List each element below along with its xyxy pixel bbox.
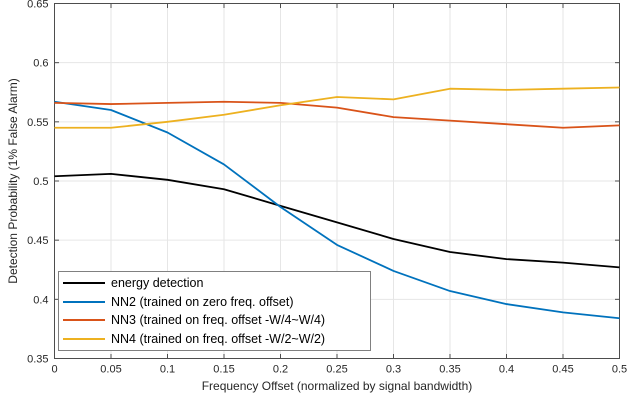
legend-line-swatch (63, 319, 105, 322)
legend-line-swatch (63, 282, 105, 285)
x-tick-label: 0.5 (612, 364, 627, 376)
y-axis-label: Detection Probability (1% False Alarm) (6, 78, 20, 284)
legend-entry: energy detection (63, 274, 370, 293)
x-tick-label: 0.05 (100, 364, 121, 376)
legend-label: energy detection (111, 276, 204, 290)
legend-label: NN3 (trained on freq. offset -W/4~W/4) (111, 313, 326, 327)
series-line (54, 172, 620, 269)
legend-entry: NN2 (trained on zero freq. offset) (63, 293, 370, 312)
y-tick-label: 0.55 (27, 117, 48, 129)
y-tick-label: 0.4 (33, 294, 48, 306)
legend-line-swatch (63, 300, 105, 303)
x-tick-label: 0.45 (552, 364, 573, 376)
series-line (54, 86, 620, 129)
y-tick-label: 0.6 (33, 58, 48, 70)
y-tick-label: 0.45 (27, 235, 48, 247)
x-tick-label: 0.15 (213, 364, 234, 376)
y-tick-label: 0.65 (27, 0, 48, 11)
legend-entry: NN3 (trained on freq. offset -W/4~W/4) (63, 311, 370, 330)
x-tick-label: 0 (51, 364, 57, 376)
x-tick-label: 0.1 (160, 364, 175, 376)
y-tick-label: 0.35 (27, 354, 48, 366)
x-tick-label: 0.4 (499, 364, 514, 376)
series-line (54, 100, 620, 129)
x-tick-label: 0.25 (326, 364, 347, 376)
legend: energy detection NN2 (trained on zero fre… (58, 271, 371, 351)
y-tick-label: 0.5 (33, 176, 48, 188)
legend-line-swatch (63, 337, 105, 340)
x-axis-label: Frequency Offset (normalized by signal b… (201, 379, 473, 393)
x-tick-label: 0.35 (439, 364, 460, 376)
x-tick-label: 0.2 (273, 364, 288, 376)
series-line (54, 100, 620, 320)
legend-label: NN2 (trained on zero freq. offset) (111, 294, 294, 309)
legend-label: NN4 (trained on freq. offset -W/2~W/2) (111, 331, 326, 346)
legend-entry: NN4 (trained on freq. offset -W/2~W/2) (63, 330, 370, 349)
x-tick-label: 0.3 (386, 364, 401, 376)
